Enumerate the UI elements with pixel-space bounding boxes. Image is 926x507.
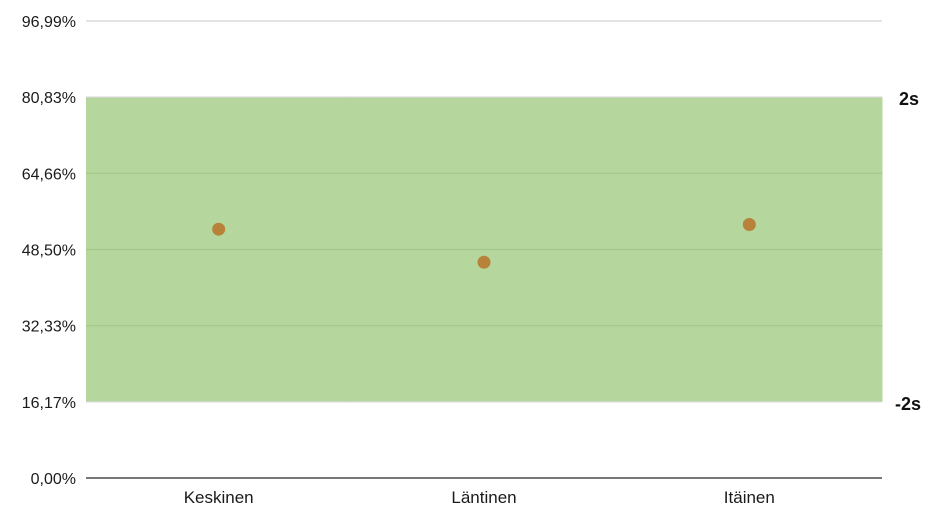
x-category-label-0: Keskinen bbox=[184, 488, 254, 507]
band-lower-label: -2s bbox=[895, 394, 921, 414]
data-point-0 bbox=[212, 222, 226, 236]
band-labels: 2s -2s bbox=[895, 89, 921, 414]
category-labels: Keskinen Läntinen Itäinen bbox=[184, 488, 775, 507]
band-upper-label: 2s bbox=[899, 89, 919, 109]
x-category-label-2: Itäinen bbox=[724, 488, 775, 507]
grid-layer bbox=[86, 20, 882, 403]
y-tick-label-1: 16,17% bbox=[22, 395, 76, 412]
x-category-label-1: Läntinen bbox=[451, 488, 516, 507]
data-point-2 bbox=[742, 218, 756, 232]
y-tick-label-5: 80,83% bbox=[22, 90, 76, 107]
y-tick-label-3: 48,50% bbox=[22, 242, 76, 259]
y-tick-label-6: 96,99% bbox=[22, 14, 76, 31]
data-points bbox=[212, 218, 756, 269]
data-point-1 bbox=[477, 255, 491, 269]
y-tick-label-0: 0,00% bbox=[31, 471, 76, 488]
y-tick-label-2: 32,33% bbox=[22, 319, 76, 336]
y-tick-label-4: 64,66% bbox=[22, 166, 76, 183]
y-tick-labels: 0,00% 16,17% 32,33% 48,50% 64,66% 80,83% 96,99… bbox=[22, 14, 76, 488]
